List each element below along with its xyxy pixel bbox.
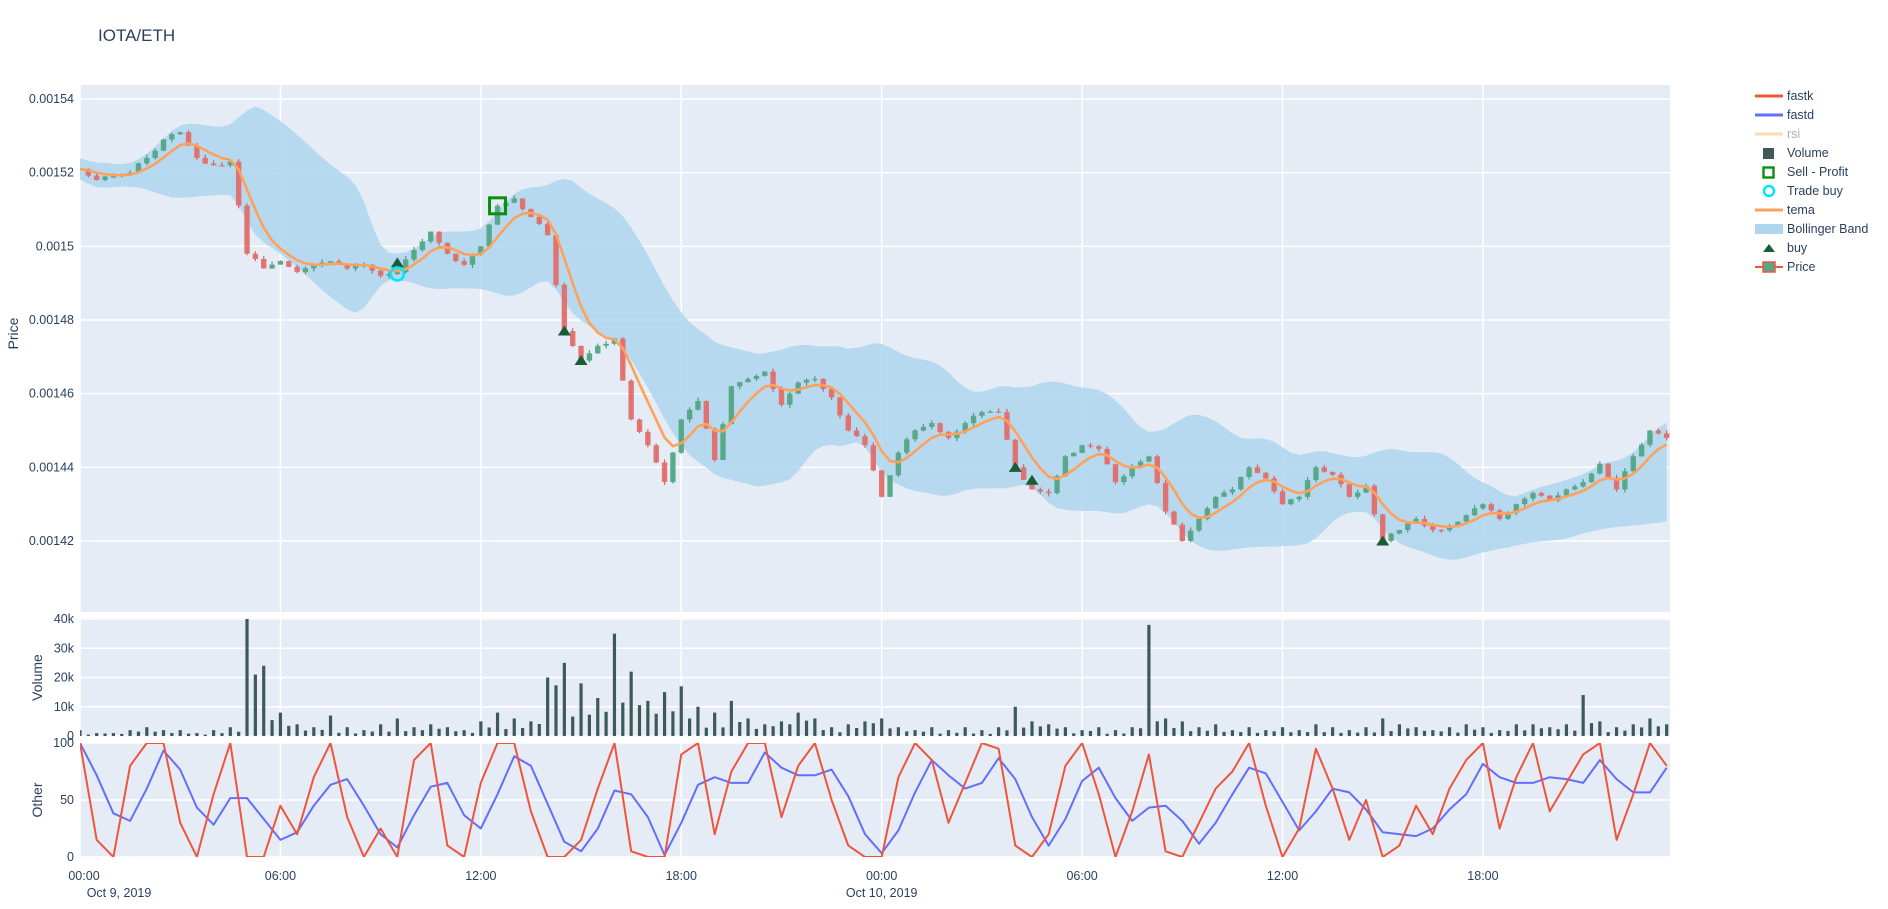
sell-profit-swatch-icon — [1762, 165, 1775, 179]
price-tick-label: 0.00152 — [29, 166, 74, 180]
legend-item-label: Bollinger Band — [1787, 221, 1869, 236]
fastd-line — [80, 743, 1668, 857]
legend-item-label: fastk — [1787, 88, 1814, 103]
fastd-swatch-icon — [1755, 113, 1783, 116]
buy-marker-icon — [1008, 461, 1022, 472]
legend-item-label: tema — [1787, 202, 1815, 217]
volume-tick-label: 10k — [54, 700, 75, 714]
x-tick-label: 06:00 — [1066, 869, 1097, 883]
rsi-swatch-icon — [1755, 132, 1783, 135]
volume-axis-title: Volume — [29, 654, 45, 701]
volume-tick-label: 40k — [54, 612, 75, 626]
price-tick-label: 0.00142 — [29, 534, 74, 548]
other-tick-label: 0 — [67, 850, 74, 864]
x-tick-label: 06:00 — [265, 869, 296, 883]
bollinger-band-swatch-icon — [1755, 223, 1783, 234]
volume-tick-label: 0 — [67, 729, 74, 743]
other-tick-label: 100 — [53, 736, 74, 750]
legend-item-label: fastd — [1787, 107, 1815, 122]
x-date-label: Oct 9, 2019 — [87, 886, 152, 900]
volume-tick-label: 30k — [54, 641, 75, 655]
legend-item-volume[interactable]: Volume — [1753, 143, 1885, 162]
x-tick-label: 00:00 — [68, 869, 99, 883]
other-tick-label: 50 — [60, 793, 74, 807]
buy-marker-icon — [390, 257, 404, 268]
legend-item-buy[interactable]: buy — [1753, 238, 1885, 257]
legend-item-price[interactable]: Price — [1753, 257, 1885, 276]
legend-item-sell-profit[interactable]: Sell - Profit — [1753, 162, 1885, 181]
legend-item-label: Sell - Profit — [1787, 164, 1849, 179]
buy-marker-icon — [557, 325, 571, 336]
tema-line — [80, 142, 1668, 529]
legend: fastk fastd rsi Volume Sell - Profit Trade bu… — [1753, 86, 1885, 276]
volume-swatch-icon — [1763, 147, 1774, 159]
candlestick-series — [85, 130, 1670, 543]
trade-buy-swatch-icon — [1762, 184, 1776, 197]
legend-item-label: Trade buy — [1787, 183, 1843, 198]
buy-swatch-icon — [1763, 243, 1775, 252]
legend-item-label: Price — [1787, 259, 1816, 274]
fastk-line — [80, 743, 1668, 857]
axis-tick-labels: 0.00154 0.00152 0.0015 0.00148 0.00146 0.0014… — [29, 92, 1499, 900]
x-tick-label: 18:00 — [666, 869, 697, 883]
fastk-swatch-icon — [1755, 94, 1783, 97]
legend-item-trade-buy[interactable]: Trade buy — [1753, 181, 1885, 200]
other-axis-title: Other — [29, 782, 45, 817]
trade-buy-marker-icon — [389, 266, 406, 282]
legend-item-fastd[interactable]: fastd — [1753, 105, 1885, 124]
plot-title: IOTA/ETH — [98, 26, 176, 45]
price-axis-title: Price — [5, 317, 21, 349]
bollinger-band — [80, 106, 1667, 560]
trade-markers — [389, 196, 1390, 546]
price-swatch-icon — [1755, 260, 1783, 273]
legend-item-bollinger-band[interactable]: Bollinger Band — [1753, 219, 1885, 238]
price-tick-label: 0.00144 — [29, 460, 74, 474]
tema-swatch-icon — [1755, 208, 1783, 211]
volume-bars — [80, 619, 1669, 736]
sell-profit-marker-icon — [488, 196, 508, 216]
x-tick-label: 12:00 — [1267, 869, 1298, 883]
legend-item-tema[interactable]: tema — [1753, 200, 1885, 219]
legend-item-fastk[interactable]: fastk — [1753, 86, 1885, 105]
buy-marker-icon — [574, 355, 588, 366]
price-tick-label: 0.00154 — [29, 92, 74, 106]
x-tick-label: 12:00 — [465, 869, 496, 883]
x-date-label: Oct 10, 2019 — [846, 886, 918, 900]
legend-item-rsi[interactable]: rsi — [1753, 124, 1885, 143]
buy-marker-icon — [1376, 535, 1390, 546]
legend-item-label: buy — [1787, 240, 1808, 255]
x-tick-label: 00:00 — [866, 869, 897, 883]
volume-tick-label: 20k — [54, 671, 75, 685]
price-tick-label: 0.00146 — [29, 387, 74, 401]
buy-marker-icon — [1025, 474, 1039, 485]
legend-item-label: Volume — [1787, 145, 1829, 160]
x-tick-label: 18:00 — [1467, 869, 1498, 883]
price-tick-label: 0.0015 — [36, 239, 74, 253]
legend-item-label: rsi — [1787, 126, 1801, 141]
price-tick-label: 0.00148 — [29, 313, 74, 327]
